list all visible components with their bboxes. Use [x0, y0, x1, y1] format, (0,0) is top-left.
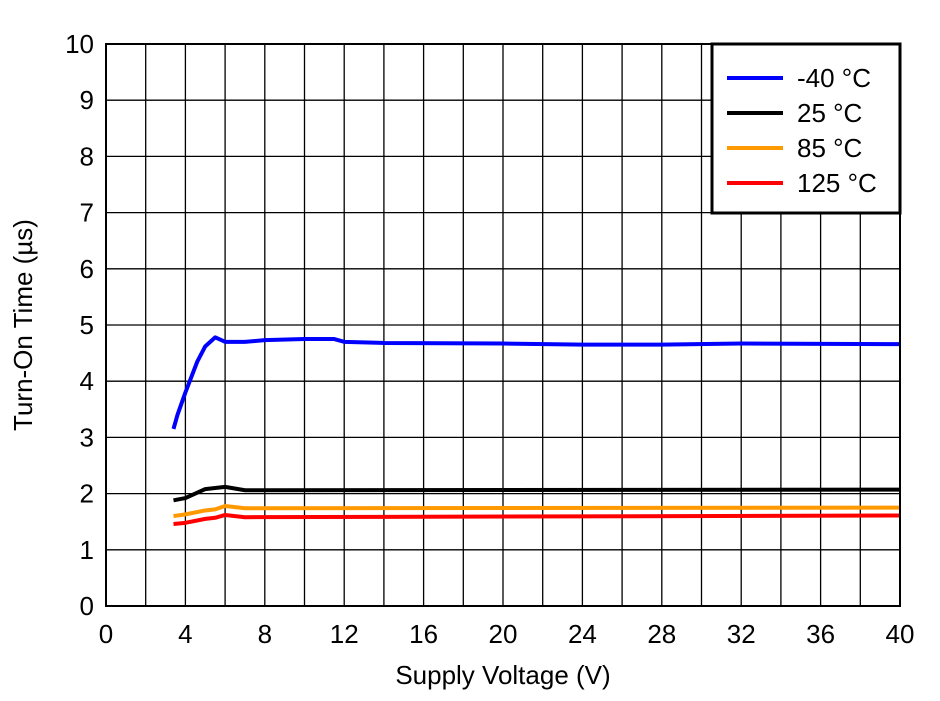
x-tick-label: 36 [806, 619, 835, 649]
x-tick-label: 28 [647, 619, 676, 649]
legend-label: 85 °C [797, 133, 862, 163]
y-tick-label: 4 [80, 366, 94, 396]
x-tick-label: 32 [727, 619, 756, 649]
series-line [173, 484, 901, 503]
x-tick-label: 4 [178, 619, 192, 649]
series-line [173, 503, 901, 519]
y-tick-label: 5 [80, 310, 94, 340]
legend: -40 °C 25 °C 85 °C 125 °C [710, 42, 902, 215]
y-tick-label: 10 [65, 29, 94, 59]
y-tick-label: 8 [80, 141, 94, 171]
x-tick-label: 24 [568, 619, 597, 649]
x-tick-label: 8 [258, 619, 272, 649]
series-lines [171, 335, 901, 526]
x-tick-label: 0 [99, 619, 113, 649]
y-tick-label: 1 [80, 535, 94, 565]
x-axis-label: Supply Voltage (V) [395, 660, 610, 690]
y-tick-label: 0 [80, 591, 94, 621]
legend-label: 125 °C [797, 168, 877, 198]
y-tick-label: 7 [80, 198, 94, 228]
legend-label: -40 °C [797, 63, 871, 93]
plot-frame [105, 43, 901, 607]
series-line [173, 512, 901, 526]
y-tick-label: 3 [80, 422, 94, 452]
x-tick-label: 20 [489, 619, 518, 649]
y-tick-label: 2 [80, 479, 94, 509]
x-tick-label: 12 [330, 619, 359, 649]
x-tick-label: 40 [886, 619, 915, 649]
y-tick-label: 9 [80, 85, 94, 115]
legend-label: 25 °C [797, 98, 862, 128]
series-line [171, 335, 901, 430]
y-axis-label: Turn-On Time (µs) [8, 219, 38, 431]
x-tick-label: 16 [409, 619, 438, 649]
y-tick-label: 6 [80, 254, 94, 284]
